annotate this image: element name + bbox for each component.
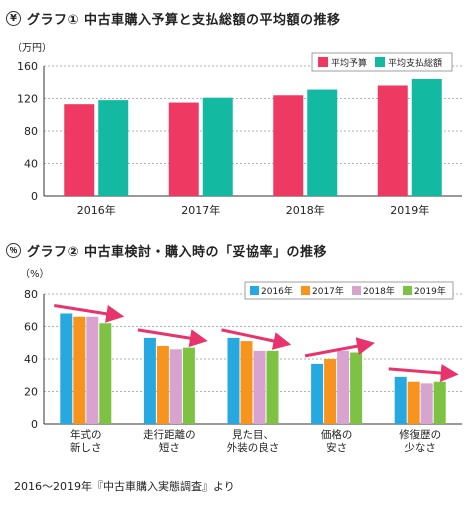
chart1-bar xyxy=(202,97,233,196)
chart2-legend-label: 2016年 xyxy=(261,285,293,297)
chart1-legend-swatch xyxy=(318,57,328,67)
chart2-legend-swatch xyxy=(403,286,412,295)
chart2-y-tick-label: 20 xyxy=(24,386,38,399)
chart2-bar xyxy=(99,323,112,424)
chart2-bar xyxy=(324,359,337,424)
chart2-legend-swatch xyxy=(301,286,310,295)
chart2-x-tick-label: 外装の良さ xyxy=(227,441,280,454)
chart2-x-tick-label: 安さ xyxy=(326,441,347,454)
chart2-legend-label: 2017年 xyxy=(312,285,344,297)
chart1-svg: （万円） 0 40 80 120 160 2016年 2017年 2018年 2019年 平均予算 平… xyxy=(12,42,462,217)
chart2-bar xyxy=(433,381,446,424)
chart2-bar xyxy=(169,349,182,424)
chart1-bar xyxy=(64,104,95,196)
chart1-title: ¥ グラフ① 中古車購入予算と支払総額の平均額の推移 xyxy=(6,9,341,28)
chart2-trend-arrow xyxy=(388,364,459,383)
chart2-y-tick-label: 80 xyxy=(24,288,38,301)
chart2-x-tick-label: 価格の xyxy=(321,428,353,441)
chart2-bar xyxy=(337,350,350,424)
chart2-y-tick-label: 40 xyxy=(24,353,38,366)
chart2-bar xyxy=(407,381,420,424)
chart1-x-tick-label: 2016年 xyxy=(77,203,116,217)
chart1-bar xyxy=(377,85,408,196)
chart2-bar xyxy=(143,337,156,424)
chart1-y-unit: （万円） xyxy=(12,42,52,54)
chart2-x-tick-label: 見た目、 xyxy=(232,429,274,441)
chart2-x-tick-label: 新しさ xyxy=(70,441,102,454)
chart1-bar xyxy=(307,89,338,196)
yen-coin-icon: ¥ xyxy=(6,11,21,26)
chart1-y-tick-label: 80 xyxy=(24,125,38,138)
source-note: 2016～2019年『中古車購入実態調査』より xyxy=(14,480,235,493)
chart2-legend-swatch xyxy=(250,286,259,295)
chart2-y-tick-label: 0 xyxy=(31,418,38,431)
chart2-trend-arrow xyxy=(304,337,375,358)
chart2-x-tick-label: 短さ xyxy=(159,441,180,454)
chart2-legend-label: 2018年 xyxy=(363,285,395,297)
chart2-x-tick-label: 修復歴の xyxy=(399,428,441,441)
chart2-title: ％ グラフ② 中古車検討・購入時の「妥協率」の推移 xyxy=(6,241,327,260)
chart2-title-text: グラフ② 中古車検討・購入時の「妥協率」の推移 xyxy=(27,245,328,260)
chart2-bar xyxy=(86,316,99,424)
chart2-bar xyxy=(266,350,279,424)
chart1-x-tick-label: 2018年 xyxy=(286,203,325,217)
chart1-y-tick-label: 160 xyxy=(17,60,38,73)
chart2-bar xyxy=(253,350,266,424)
chart2-bar xyxy=(240,341,253,424)
chart2-bar xyxy=(156,346,169,424)
chart1-bar xyxy=(98,100,129,196)
chart2-legend-label: 2019年 xyxy=(414,285,446,297)
chart2-bar xyxy=(73,316,86,424)
chart1-bar xyxy=(168,102,199,196)
chart2-bar xyxy=(420,383,433,424)
chart1-y-tick-label: 120 xyxy=(17,93,38,106)
chart2-bar xyxy=(350,352,363,424)
chart1-y-tick-label: 40 xyxy=(24,158,38,171)
chart2-x-tick-label: 年式の xyxy=(70,428,102,441)
chart1-bar xyxy=(411,79,442,196)
chart2-legend-swatch xyxy=(352,286,361,295)
chart1-legend-label: 平均予算 xyxy=(331,57,367,69)
chart1-legend-swatch xyxy=(375,57,385,67)
chart2-trend-arrow xyxy=(137,328,208,348)
chart1-legend-label: 平均支払総額 xyxy=(388,57,442,69)
chart2-legend xyxy=(244,281,454,300)
chart2-x-tick-label: 少なさ xyxy=(404,442,436,454)
chart1-title-text: グラフ① 中古車購入予算と支払総額の平均額の推移 xyxy=(27,13,341,28)
chart1-x-tick-label: 2019年 xyxy=(390,203,429,217)
chart2-y-unit: （%） xyxy=(20,268,50,280)
chart2-bar xyxy=(311,363,324,424)
chart1-x-tick-label: 2017年 xyxy=(181,203,220,217)
chart1-bar xyxy=(273,95,304,196)
chart2-bar xyxy=(227,337,240,424)
chart2-trend-arrow xyxy=(221,328,292,350)
chart2-bar xyxy=(60,313,73,424)
chart2-bar xyxy=(394,376,407,424)
chart2-trend-arrow xyxy=(54,304,125,323)
percent-person-icon: ％ xyxy=(6,243,21,258)
chart2-y-tick-label: 60 xyxy=(24,321,38,334)
chart1-y-tick-label: 0 xyxy=(31,190,38,203)
chart2-x-tick-label: 走行距離の xyxy=(143,428,196,441)
chart2-bar xyxy=(182,347,195,424)
